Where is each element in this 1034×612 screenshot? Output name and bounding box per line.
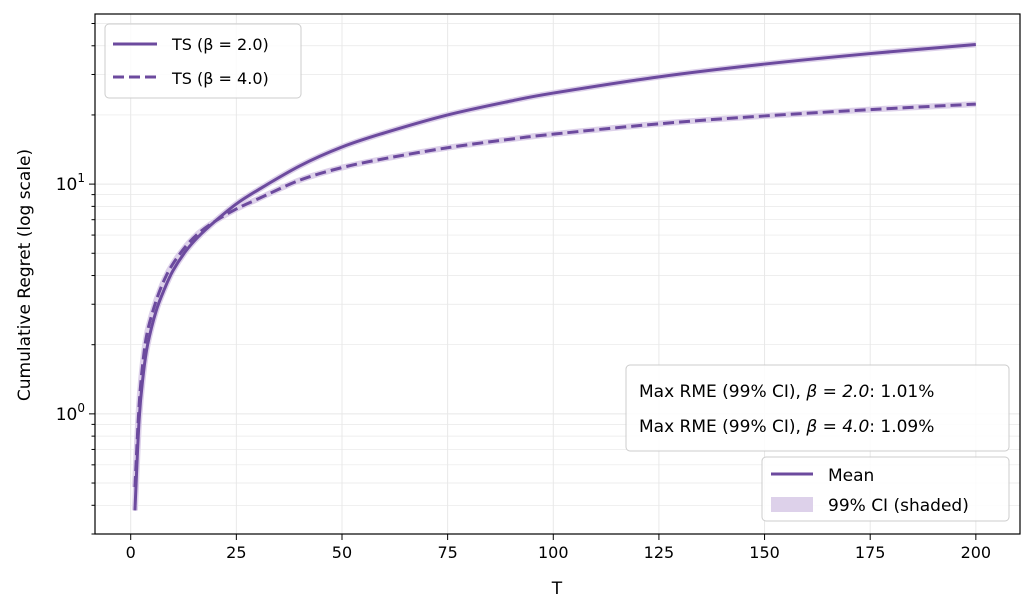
y-axis: 100 101 [56, 23, 95, 535]
series-line-beta4 [133, 102, 976, 488]
x-tick-label: 50 [332, 543, 352, 562]
y-tick-label: 101 [56, 171, 85, 195]
legend-mean-label: Mean [828, 466, 874, 486]
x-tick-label: 175 [855, 543, 886, 562]
x-axis-label: T [551, 579, 563, 599]
rme-annotation: Max RME (99% CI), β = 2.0: 1.01% Max RME… [625, 364, 1010, 452]
x-tick-label: 125 [644, 543, 675, 562]
x-tick-label: 75 [437, 543, 457, 562]
series-line-beta2 [133, 43, 976, 511]
rme-annotation-box [625, 364, 1010, 452]
x-axis: 0 25 50 75 100 125 150 175 200 [126, 534, 992, 562]
series-lines [133, 43, 976, 511]
rme-line-beta4: Max RME (99% CI), β = 4.0: 1.09% [639, 417, 934, 437]
style-legend-box [761, 456, 1010, 522]
legend-ci-label: 99% CI (shaded) [828, 496, 969, 516]
y-axis-label: Cumulative Regret (log scale) [15, 149, 35, 401]
x-tick-label: 25 [226, 543, 246, 562]
x-tick-label: 0 [126, 543, 136, 562]
style-legend: Mean 99% CI (shaded) [761, 456, 1010, 522]
rme-line-beta2: Max RME (99% CI), β = 2.0: 1.01% [639, 382, 934, 402]
legend-ci-swatch [771, 497, 813, 512]
series-legend: TS (β = 2.0) TS (β = 4.0) [104, 23, 302, 99]
x-tick-label: 150 [749, 543, 780, 562]
y-tick-label: 100 [56, 401, 85, 425]
x-tick-label: 100 [538, 543, 569, 562]
legend-label-beta2: TS (β = 2.0) [171, 35, 269, 54]
x-tick-label: 200 [961, 543, 992, 562]
plot-frame [94, 13, 1021, 535]
legend-label-beta4: TS (β = 4.0) [171, 69, 269, 88]
